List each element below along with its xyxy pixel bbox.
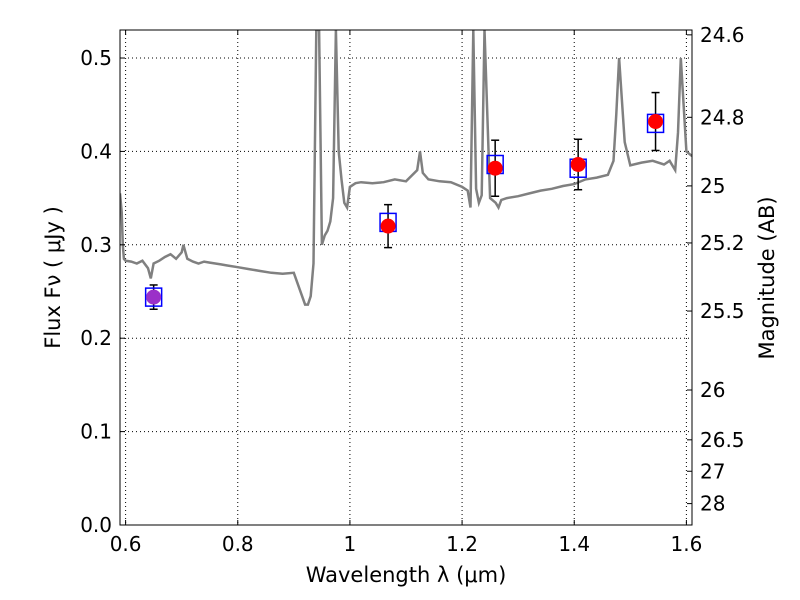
- y-tick-label: 0.3: [80, 233, 112, 257]
- y-tick-label: 0.4: [80, 139, 112, 163]
- observed-flux-marker: [146, 289, 162, 305]
- observed-flux-marker: [487, 160, 503, 176]
- x-tick-label: 0.8: [222, 532, 254, 556]
- mag-tick-label: 25: [700, 174, 725, 198]
- plot-frame: [119, 29, 693, 526]
- mag-tick-label: 25.2: [700, 231, 745, 255]
- observed-flux-marker: [648, 114, 664, 130]
- photometry-point: [379, 203, 397, 249]
- photometry-point: [486, 139, 504, 197]
- model-spectrum: [120, 30, 692, 306]
- mag-tick-label: 28: [700, 492, 725, 516]
- mag-tick-label: 24.6: [700, 23, 745, 47]
- x-tick-label: 1: [344, 532, 357, 556]
- y-tick-label: 0.2: [80, 326, 112, 350]
- photometry-point: [569, 138, 587, 191]
- magnitude-axis-label: Magnitude (AB): [755, 196, 779, 359]
- y-tick-label: 0.5: [80, 46, 112, 70]
- observed-flux-marker: [570, 156, 586, 172]
- photometry-points: [144, 91, 665, 311]
- mag-tick-label: 26: [700, 378, 725, 402]
- observed-flux-marker: [380, 218, 396, 234]
- mag-tick-label: 26.5: [700, 428, 745, 452]
- mag-tick-label: 27: [700, 459, 725, 483]
- model-flux-box: [144, 287, 163, 307]
- mag-tick-label: 25.5: [700, 299, 745, 323]
- y-tick-label: 0.0: [80, 513, 112, 537]
- x-axis-label: Wavelength λ (μm): [306, 563, 507, 587]
- mag-tick-label: 24.8: [700, 105, 745, 129]
- axis-ticks: 0.6 0.8 1 1.2 1.4 1.6 0.0 0.1 0.2 0.3 0.4 0.5 24.6 24…: [80, 23, 744, 556]
- spectrum-line: [120, 30, 692, 306]
- x-tick-label: 1.4: [558, 532, 590, 556]
- x-tick-label: 1.6: [670, 532, 702, 556]
- grid-lines: [120, 30, 692, 525]
- photometry-point: [646, 91, 665, 152]
- x-tick-label: 1.2: [446, 532, 478, 556]
- y-axis-label: Flux Fν ( μJy ): [41, 206, 65, 349]
- x-tick-label: 0.6: [110, 532, 142, 556]
- photometry-point: [144, 284, 163, 311]
- y-tick-label: 0.1: [80, 420, 112, 444]
